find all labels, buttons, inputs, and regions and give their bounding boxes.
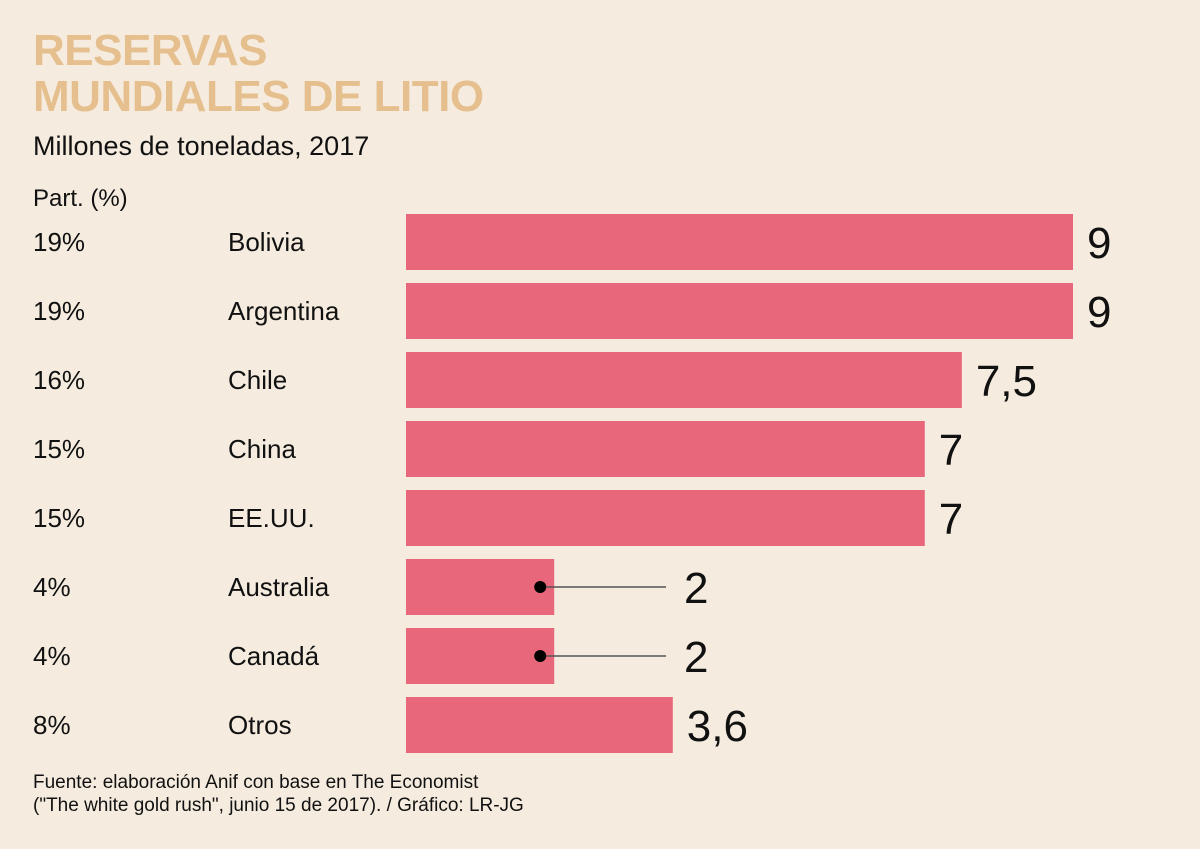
share-label: 4% — [33, 572, 71, 602]
value-label: 7,5 — [976, 357, 1037, 406]
chart-title: RESERVAS MUNDIALES DE LITIO — [33, 28, 484, 120]
bar — [406, 490, 925, 546]
chart-subtitle: Millones de toneladas, 2017 — [33, 131, 370, 161]
chart-title-line-1: RESERVAS — [33, 26, 268, 75]
category-label: Australia — [228, 572, 330, 602]
share-label: 19% — [33, 227, 85, 257]
bar — [406, 559, 555, 615]
share-label: 15% — [33, 503, 85, 533]
chart-title-line-2: MUNDIALES DE LITIO — [33, 72, 484, 121]
category-label: Otros — [228, 710, 292, 740]
category-label: China — [228, 434, 296, 464]
value-label: 7 — [939, 495, 963, 544]
share-label: 19% — [33, 296, 85, 326]
bar — [406, 352, 962, 408]
bar — [406, 283, 1073, 339]
share-label: 8% — [33, 710, 71, 740]
share-label: 15% — [33, 434, 85, 464]
source-footnote: Fuente: elaboración Anif con base en The… — [33, 771, 524, 817]
leader-dot — [534, 650, 547, 662]
source-line-2: ("The white gold rush", junio 15 de 2017… — [33, 795, 524, 816]
value-label: 9 — [1087, 219, 1111, 268]
leader-dot — [534, 581, 547, 593]
bar — [406, 214, 1073, 270]
bar — [406, 421, 925, 477]
category-label: Chile — [228, 365, 287, 395]
bar — [406, 628, 555, 684]
value-label: 2 — [684, 564, 708, 613]
share-label: 4% — [33, 641, 71, 671]
category-label: Argentina — [228, 296, 340, 326]
share-column-header: Part. (%) — [33, 185, 128, 212]
category-label: Canadá — [228, 641, 320, 671]
value-label: 9 — [1087, 288, 1111, 337]
value-label: 3,6 — [687, 702, 748, 751]
value-label: 2 — [684, 633, 708, 682]
share-label: 16% — [33, 365, 85, 395]
bar — [406, 697, 673, 753]
value-label: 7 — [939, 426, 963, 475]
category-label: Bolivia — [228, 227, 305, 257]
source-line-1: Fuente: elaboración Anif con base en The… — [33, 772, 479, 793]
category-label: EE.UU. — [228, 503, 315, 533]
